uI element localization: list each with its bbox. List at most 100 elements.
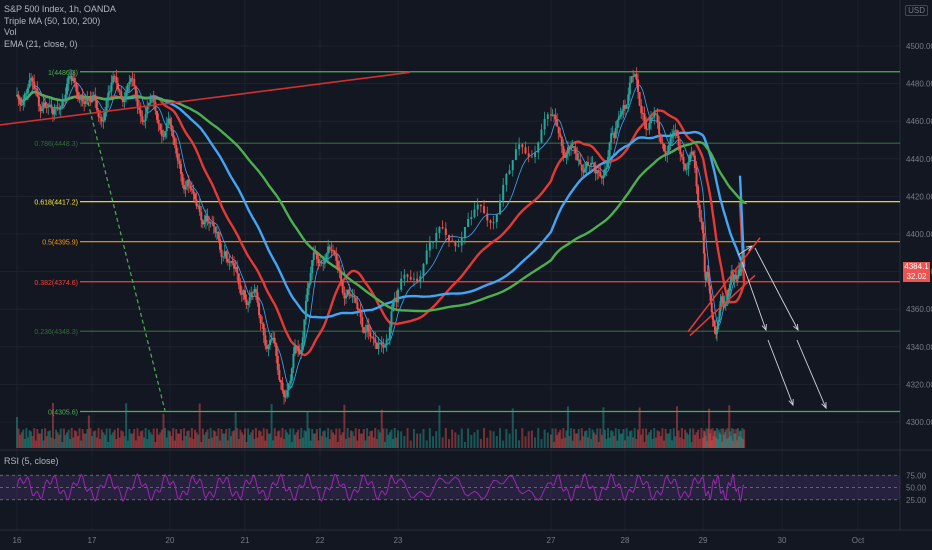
volume-bar (236, 428, 239, 448)
volume-bar (70, 428, 73, 448)
volume-bar (473, 432, 476, 448)
volume-bar (697, 429, 700, 448)
candle-body (198, 205, 201, 212)
volume-bar (393, 428, 396, 448)
volume-bar (225, 429, 228, 448)
candle-body (438, 227, 441, 233)
volume-bar (50, 437, 53, 448)
volume-bar (560, 438, 563, 448)
candle-body (568, 147, 571, 150)
candle-body (650, 117, 652, 123)
candle-body (367, 325, 370, 333)
volume-bar (144, 428, 147, 448)
x-tick-label: 23 (394, 536, 403, 545)
volume-bar (379, 432, 382, 448)
volume-bar (583, 431, 586, 448)
candle-body (146, 106, 149, 115)
y-tick-label: 4360.00 (906, 305, 932, 314)
candle-body (300, 349, 303, 355)
volume-bar (217, 428, 220, 448)
candle-body (231, 260, 234, 264)
candle-body (476, 204, 479, 210)
volume-bar (658, 431, 661, 448)
candle-body (709, 285, 711, 294)
candle-body (292, 353, 295, 369)
volume-bar (737, 436, 740, 448)
candle-body (729, 284, 732, 291)
volume-bar (192, 439, 195, 448)
ma50-line (16, 90, 746, 357)
candle-body (666, 152, 669, 156)
candle-body (489, 220, 492, 223)
candle-body (527, 153, 530, 157)
candle-body (640, 105, 643, 114)
volume-bar (712, 436, 715, 448)
candle-body (499, 200, 501, 215)
candle-body (556, 119, 559, 127)
candle-body (338, 267, 341, 271)
candle-body (463, 227, 466, 238)
volume-bar (179, 429, 182, 448)
legend-symbol[interactable]: S&P 500 Index, 1h, OANDA (4, 4, 116, 14)
candle-body (669, 138, 672, 146)
volume-bar (692, 428, 695, 448)
volume-bar (687, 434, 690, 448)
volume-bar (28, 430, 31, 448)
rsi-legend[interactable]: RSI (5, close) (4, 456, 59, 466)
volume-bar (189, 437, 192, 448)
candle-body (108, 91, 111, 93)
volume-bar (315, 429, 318, 448)
legend-ema[interactable]: EMA (21, close, 0) (4, 38, 78, 49)
legend-volume[interactable]: Vol (4, 27, 17, 37)
x-tick-label: 16 (13, 536, 22, 545)
volume-bar (651, 438, 654, 448)
volume-bar (425, 440, 428, 448)
volume-bar (702, 437, 704, 448)
currency-badge[interactable]: USD (905, 5, 928, 16)
y-tick-label: 4420.00 (906, 192, 932, 201)
candle-body (138, 106, 141, 110)
candle-body (189, 185, 192, 189)
candle-body (187, 180, 190, 186)
candle-body (239, 284, 242, 294)
volume-bar (294, 434, 296, 448)
volume-bar (602, 407, 605, 448)
volume-bar (118, 437, 121, 448)
channel-upper (687, 237, 761, 333)
volume-bar (222, 433, 225, 448)
projection-arrowhead (761, 323, 767, 332)
volume-bar (267, 433, 270, 448)
candle-body (225, 251, 228, 259)
volume-bar (154, 441, 157, 448)
candle-body (349, 294, 352, 296)
candle-body (573, 146, 576, 148)
candle-body (643, 113, 646, 123)
volume-bar (628, 431, 631, 448)
legend-triple-ma[interactable]: Triple MA (50, 100, 200) (4, 15, 101, 26)
volume-bar (640, 434, 643, 448)
candle-body (159, 124, 162, 131)
candle-body (250, 292, 253, 298)
volume-bar (698, 438, 701, 448)
y-tick-label: 4300.00 (906, 418, 932, 427)
volume-bar (625, 428, 628, 448)
candle-body (147, 102, 150, 107)
candle-body (194, 193, 196, 200)
candle-body (710, 302, 713, 313)
candle-body (682, 156, 685, 165)
volume-bar (283, 439, 286, 448)
candle-body (254, 289, 257, 293)
candle-body (550, 114, 552, 116)
candle-body (613, 132, 616, 139)
volume-bar (23, 438, 26, 448)
fib-label: 0.786(4448.3) (34, 141, 78, 148)
volume-bar (715, 437, 718, 448)
candle-body (169, 118, 171, 125)
volume-bar (499, 428, 501, 448)
projection-arrow (741, 261, 767, 331)
candle-body (237, 273, 240, 285)
candle-body (571, 146, 574, 148)
volume-bar (203, 434, 206, 448)
candle-body (120, 91, 123, 99)
